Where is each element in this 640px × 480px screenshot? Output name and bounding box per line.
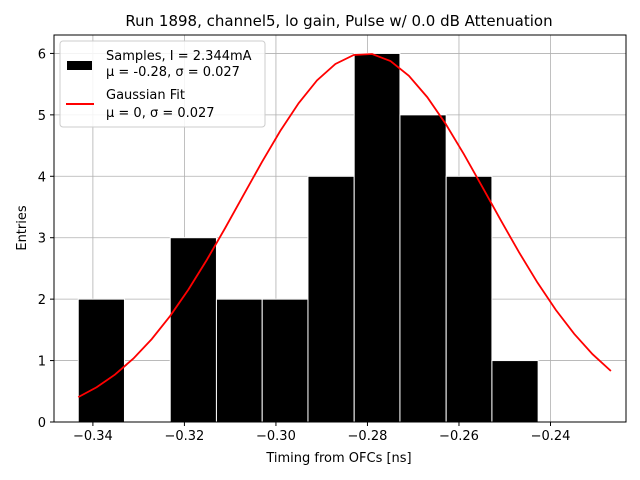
legend-samples-swatch [67,61,92,70]
x-tick-label: −0.28 [348,429,388,444]
x-tick-label: −0.26 [439,429,479,444]
x-tick-label: −0.32 [164,429,204,444]
histogram-bar [169,237,217,423]
y-tick-label: 6 [38,47,46,62]
legend-samples-stats: μ = -0.28, σ = 0.027 [106,65,240,80]
y-tick-label: 3 [38,232,46,247]
y-tick-label: 1 [38,355,46,370]
fit-curve [77,53,612,398]
y-tick-label: 5 [38,109,46,124]
histogram-bar [261,298,309,423]
histogram-bars [77,52,539,423]
legend: Samples, I = 2.344mA μ = -0.28, σ = 0.02… [59,40,266,128]
x-tick-label: −0.30 [256,429,296,444]
chart-title: Run 1898, channel5, lo gain, Pulse w/ 0.… [125,12,552,30]
x-tick-label: −0.24 [531,429,571,444]
legend-fit-label: Gaussian Fit [106,88,185,103]
histogram-bar [445,175,493,423]
histogram-bar [215,298,263,423]
histogram-bar [77,298,125,423]
y-tick-label: 2 [38,293,46,308]
x-tick-label: −0.34 [73,429,113,444]
y-tick-label: 0 [38,416,46,431]
axis-ticks: −0.34 −0.32 −0.30 −0.28 −0.26 −0.24 0 1 2 3 4 5 6 [38,47,571,444]
x-axis-label: Timing from OFCs [ns] [265,451,411,466]
y-axis-label: Entries [15,205,30,251]
histogram-bar [491,360,539,423]
legend-samples-label: Samples, I = 2.344mA [106,49,252,64]
legend-fit-stats: μ = 0, σ = 0.027 [106,106,215,121]
y-tick-label: 4 [38,170,46,185]
legend-box [59,40,266,128]
histogram-bar [307,175,355,423]
gaussian-fit [77,53,612,398]
histogram-bar [399,114,447,423]
plot-frame [53,34,627,423]
histogram-bar [353,52,401,423]
